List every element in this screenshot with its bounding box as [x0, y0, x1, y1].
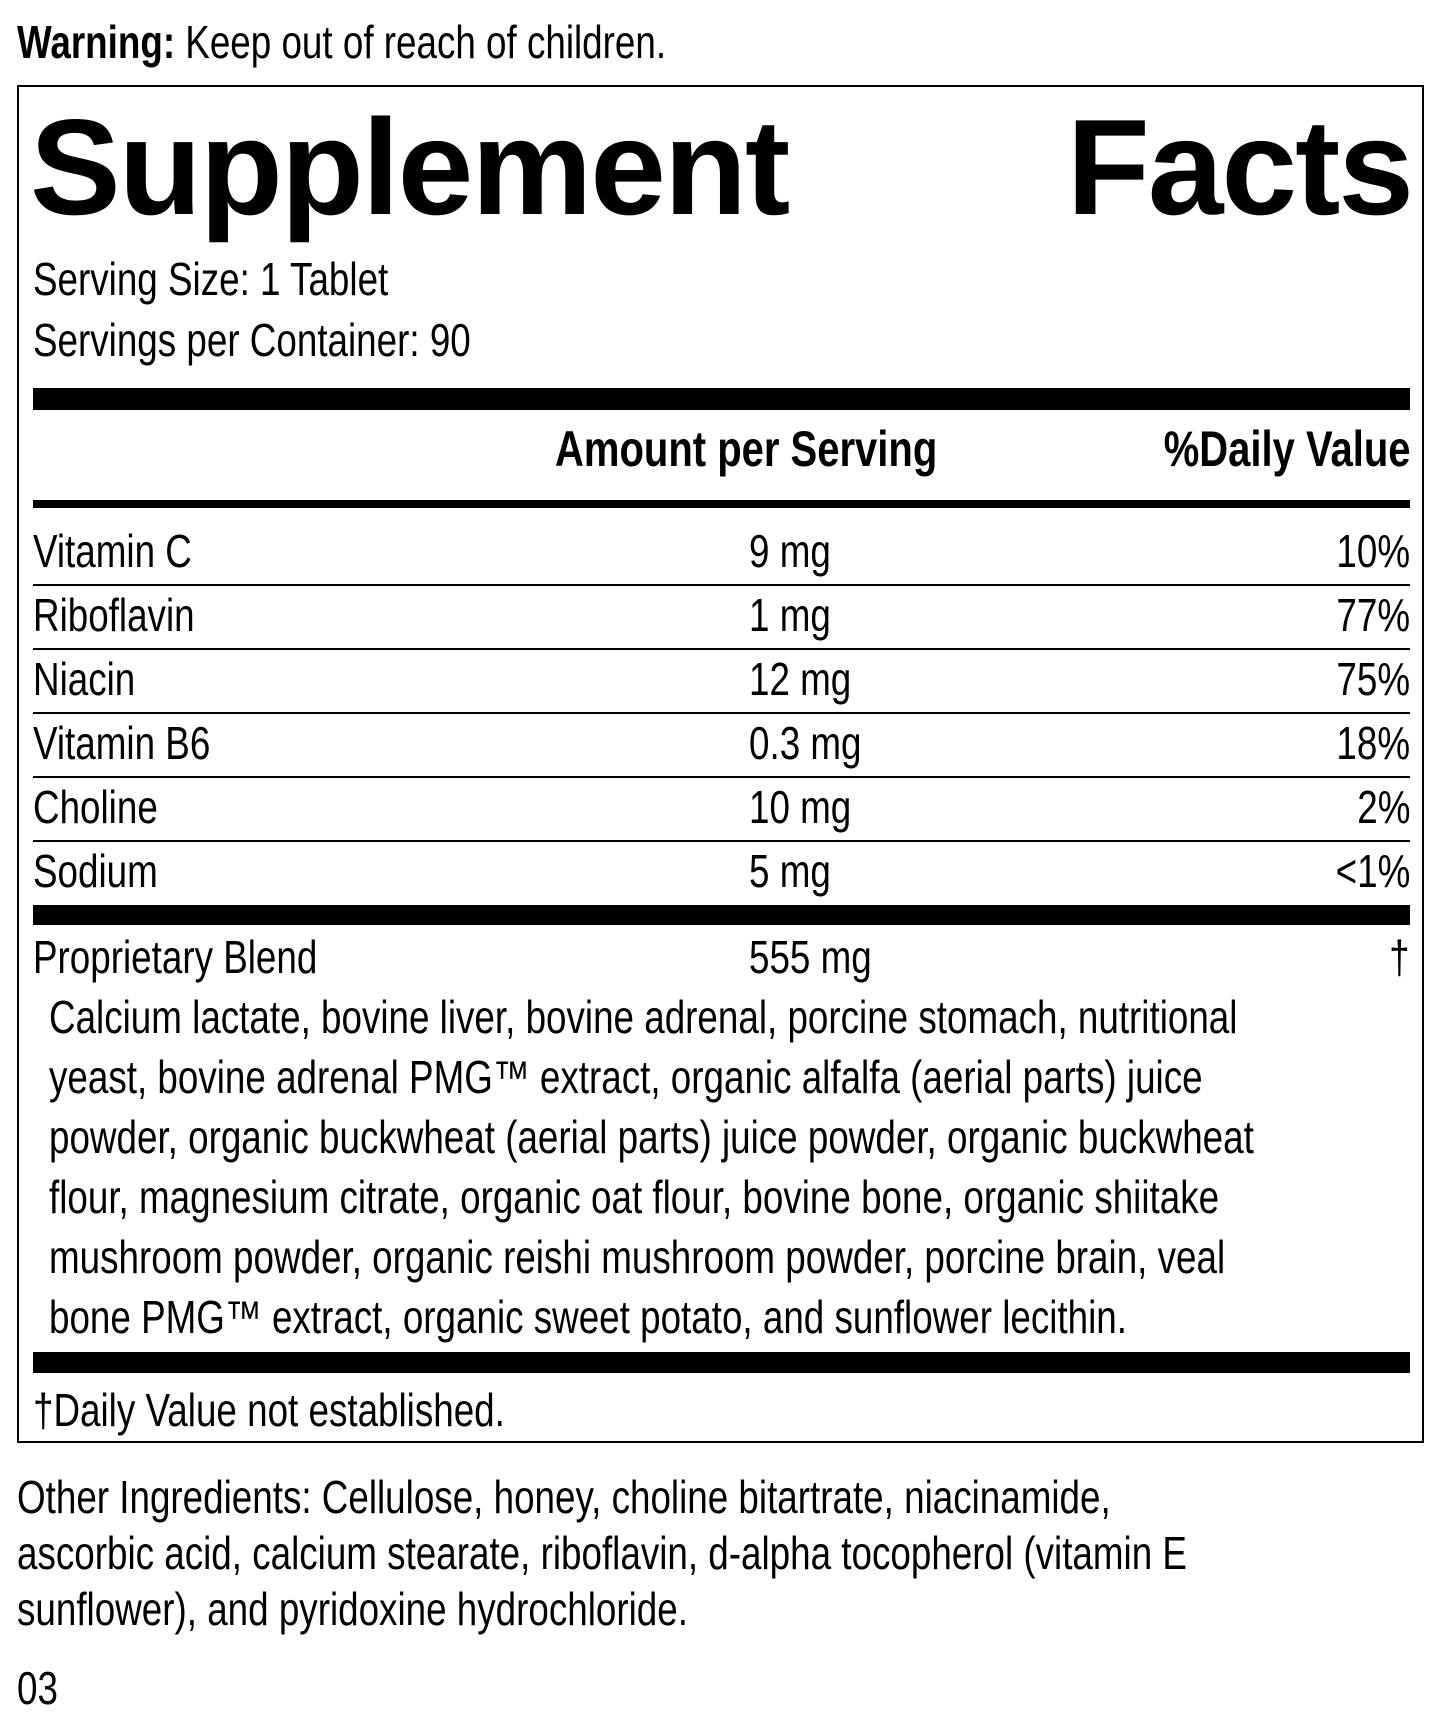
- blend-name: Proprietary Blend: [33, 931, 318, 983]
- row-divider: [33, 712, 1410, 714]
- other-ingredients-line: ascorbic acid, calcium stearate, ribofla…: [17, 1527, 1187, 1579]
- warning-body: Keep out of reach of children.: [175, 16, 667, 68]
- blend-amount: 555 mg: [749, 931, 872, 983]
- panel-title: Supplement Facts: [30, 91, 1414, 243]
- warning-label: Warning:: [17, 16, 176, 68]
- supplement-facts-panel: [17, 85, 1424, 1443]
- nutrient-amount: 0.3 mg: [749, 717, 862, 769]
- blend-ingredients-line: bone PMG™ extract, organic sweet potato,…: [49, 1291, 1127, 1343]
- nutrient-name: Vitamin C: [33, 525, 192, 577]
- thick-divider: [33, 388, 1410, 410]
- row-divider: [33, 840, 1410, 842]
- nutrient-amount: 5 mg: [749, 845, 831, 897]
- nutrient-daily-value: 10%: [1336, 525, 1410, 577]
- blend-ingredients-line: powder, organic buckwheat (aerial parts)…: [49, 1111, 1254, 1163]
- header-daily-value: %Daily Value: [1163, 421, 1410, 477]
- nutrient-daily-value: 75%: [1336, 653, 1410, 705]
- blend-ingredients-line: mushroom powder, organic reishi mushroom…: [49, 1231, 1226, 1283]
- row-divider: [33, 584, 1410, 586]
- thick-divider: [33, 905, 1410, 925]
- thick-divider: [33, 1352, 1410, 1373]
- nutrient-daily-value: 2%: [1356, 781, 1410, 833]
- row-divider: [33, 776, 1410, 778]
- nutrient-amount: 12 mg: [749, 653, 852, 705]
- serving-size: Serving Size: 1 Tablet: [33, 253, 389, 305]
- header-divider: [33, 500, 1410, 508]
- title-word-1: Supplement: [30, 91, 790, 243]
- blend-ingredients-line: Calcium lactate, bovine liver, bovine ad…: [49, 991, 1238, 1043]
- nutrient-daily-value: 77%: [1336, 589, 1410, 641]
- servings-per-container: Servings per Container: 90: [33, 314, 471, 366]
- nutrient-name: Niacin: [33, 653, 136, 705]
- nutrient-daily-value: 18%: [1336, 717, 1410, 769]
- nutrient-name: Choline: [33, 781, 158, 833]
- product-code: 03: [17, 1662, 58, 1714]
- title-word-2: Facts: [1066, 91, 1414, 243]
- nutrient-amount: 10 mg: [749, 781, 852, 833]
- header-amount: Amount per Serving: [555, 421, 938, 477]
- nutrient-amount: 9 mg: [749, 525, 831, 577]
- row-divider: [33, 648, 1410, 650]
- warning-text: Warning: Keep out of reach of children.: [17, 14, 828, 70]
- nutrient-name: Vitamin B6: [33, 717, 211, 769]
- nutrient-daily-value: <1%: [1335, 845, 1410, 897]
- nutrient-amount: 1 mg: [749, 589, 831, 641]
- blend-ingredients-line: yeast, bovine adrenal PMG™ extract, orga…: [49, 1051, 1203, 1103]
- blend-dv: †: [1389, 931, 1410, 983]
- other-ingredients-line: sunflower), and pyridoxine hydrochloride…: [17, 1583, 688, 1635]
- footnote: †Daily Value not established.: [33, 1384, 505, 1436]
- other-ingredients-line: Other Ingredients: Cellulose, honey, cho…: [17, 1471, 1111, 1523]
- blend-ingredients-line: flour, magnesium citrate, organic oat fl…: [49, 1171, 1220, 1223]
- nutrient-name: Riboflavin: [33, 589, 195, 641]
- nutrient-name: Sodium: [33, 845, 158, 897]
